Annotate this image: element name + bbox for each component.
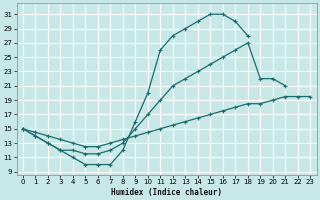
X-axis label: Humidex (Indice chaleur): Humidex (Indice chaleur) (111, 188, 222, 197)
